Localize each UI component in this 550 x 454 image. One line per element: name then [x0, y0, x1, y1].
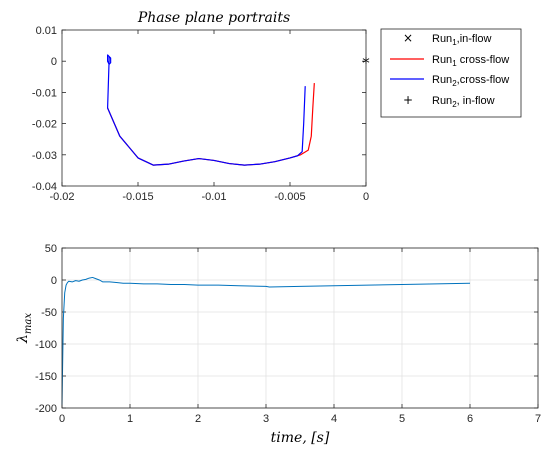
- x-tick-label: 2: [195, 413, 201, 425]
- phase-plane-legend: × Run1,in-flow Run1 cross-flow Run2,cross-f…: [380, 28, 522, 118]
- lambda-series-line: [61, 276, 471, 405]
- lambda-max-plot: 0 1 2 3 4 5 6 7 50 0 -50 -100 -150 -200 time, [s] λmax: [15, 243, 541, 446]
- legend-label: Run1,in-flow: [432, 33, 492, 47]
- x-tick-label: 5: [399, 413, 405, 425]
- plot-area: [62, 248, 538, 408]
- x-tick-label: -0.01: [201, 191, 226, 203]
- y-tick-label: -0.04: [32, 181, 57, 193]
- legend-plus-marker: +: [403, 93, 413, 107]
- x-tick-label: 0: [59, 413, 65, 425]
- y-tick-label: 0.01: [36, 25, 57, 37]
- x-tick-label: 4: [331, 413, 337, 425]
- x-tick-label: 0: [363, 191, 369, 203]
- y-tick-label: -0.03: [32, 150, 57, 162]
- legend-label: Run2, in-flow: [432, 95, 495, 109]
- x-tick-label: -0.005: [274, 191, 305, 203]
- x-tick-label: 7: [535, 413, 541, 425]
- x-tick-label: 1: [127, 413, 133, 425]
- phase-plane-plot: -0.02 -0.015 -0.01 -0.005 00.010-0.01-0.02-0…: [32, 10, 370, 203]
- legend-label: Run2,cross-flow: [432, 74, 509, 88]
- y-tick-label: -100: [35, 339, 57, 351]
- x-tick-label: 6: [467, 413, 473, 425]
- y-tick-label: 0: [51, 56, 57, 68]
- legend-label: Run1 cross-flow: [432, 54, 509, 68]
- y-tick-label: 0: [51, 275, 57, 287]
- legend-box: [380, 28, 522, 118]
- y-tick-label: -200: [35, 403, 57, 415]
- y-axis-label: λmax: [15, 313, 34, 344]
- y-tick-label: -0.02: [32, 119, 57, 131]
- x-axis-label: time, [s]: [271, 430, 330, 446]
- y-tick-label: -50: [41, 307, 57, 319]
- x-tick-label: 3: [263, 413, 269, 425]
- y-tick-label: 50: [45, 243, 57, 255]
- y-tick-label: -0.01: [32, 87, 57, 99]
- series-line-2: [106, 54, 306, 166]
- plot-frame: [61, 29, 367, 187]
- y-tick-label: -150: [35, 371, 57, 383]
- x-tick-label: -0.02: [49, 191, 74, 203]
- legend-x-marker: ×: [403, 31, 413, 45]
- x-tick-label: -0.015: [122, 191, 153, 203]
- plot-frame: [61, 247, 539, 409]
- chart-title: Phase plane portraits: [137, 10, 290, 26]
